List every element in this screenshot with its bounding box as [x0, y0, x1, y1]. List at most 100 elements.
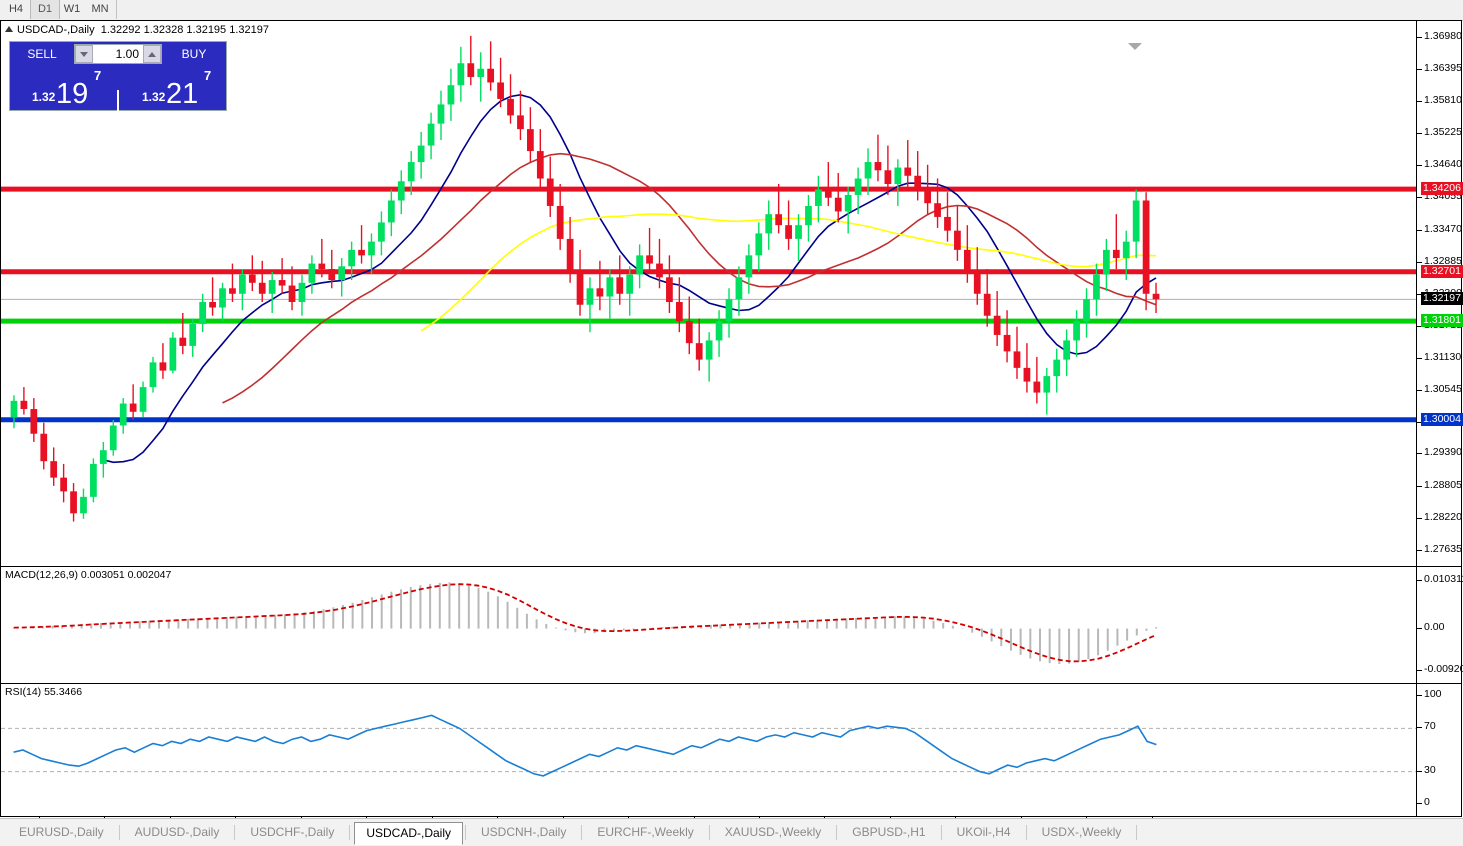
chevron-up-icon[interactable]: [143, 45, 161, 63]
tab-separator: [349, 825, 351, 840]
rsi-svg: [1, 714, 1416, 777]
chart-tab-xauusd[interactable]: XAUUSD-,Weekly: [724, 825, 822, 839]
macd-svg: [12, 582, 1158, 665]
price-level-chip-resistance[interactable]: 1.32701: [1421, 264, 1463, 278]
price-level-chip-support[interactable]: 1.31801: [1421, 314, 1463, 328]
rsi-pane[interactable]: RSI(14) 55.3466: [1, 683, 1416, 816]
price-tick: [1417, 293, 1422, 295]
ohlc-high: 1.32328: [143, 24, 184, 36]
buy-price[interactable]: 1.32 21 7: [120, 66, 226, 110]
chevron-down-icon[interactable]: [75, 45, 93, 63]
rsi-label: RSI(14) 55.3466: [5, 686, 83, 698]
rsi-tick-label: 30: [1424, 763, 1436, 776]
price-tick: [1417, 69, 1422, 71]
ohlc-low: 1.32195: [186, 24, 227, 36]
chart-tab-eurchf[interactable]: EURCHF-,Weekly: [597, 825, 694, 839]
occ-divider: [117, 90, 119, 134]
buy-button[interactable]: BUY: [166, 44, 222, 64]
price-tick-label: 1.29390: [1424, 446, 1462, 459]
axis-divider: [1417, 683, 1462, 684]
price-tick: [1417, 422, 1422, 424]
price-level-chip-resistance[interactable]: 1.34206: [1421, 182, 1463, 196]
price-tick: [1417, 229, 1422, 231]
buy-price-fraction: 7: [204, 68, 212, 83]
timeframe-w1[interactable]: W1: [63, 3, 81, 15]
price-axis[interactable]: 1.36980 1.36395 1.35810 1.35225 1.34640 1.340…: [1416, 21, 1463, 817]
chart-quote-header: USDCAD-,Daily 1.32292 1.32328 1.32195 1.…: [5, 24, 269, 36]
macd-tick: [1417, 580, 1422, 581]
rsi-tick: [1417, 727, 1422, 729]
price-tick: [1417, 101, 1422, 103]
price-tick: [1417, 390, 1422, 392]
chart-tab-audusd[interactable]: AUDUSD-,Daily: [134, 825, 220, 839]
chart-symbol-label: USDCAD-,Daily: [17, 24, 95, 36]
rsi-tick-label: 100: [1424, 688, 1442, 700]
tab-separator: [465, 825, 467, 840]
price-tick: [1417, 453, 1422, 455]
axis-divider: [1417, 566, 1462, 567]
price-tick-label: 1.28220: [1424, 510, 1462, 523]
price-tick-label: 1.28805: [1424, 478, 1462, 491]
price-tick: [1417, 165, 1422, 167]
sell-button[interactable]: SELL: [14, 44, 70, 64]
buy-price-prefix: 1.32: [142, 90, 166, 104]
macd-tick-label: 0.010311: [1424, 573, 1463, 585]
price-tick-label: 1.33470: [1424, 222, 1462, 235]
chart-tab-usdcnh[interactable]: USDCNH-,Daily: [481, 825, 567, 839]
ohlc-close: 1.32197: [229, 24, 269, 36]
one-click-trading-panel[interactable]: SELL 1.00 BUY 1.32 19 7 1.32 21: [9, 41, 227, 134]
price-tick-label: 1.31130: [1424, 350, 1462, 363]
rsi-tick-label: 70: [1424, 720, 1436, 733]
price-tick: [1417, 36, 1422, 38]
tab-separator: [1025, 825, 1027, 840]
chevron-down-icon[interactable]: [1128, 43, 1142, 50]
rsi-tick-label: 0: [1424, 796, 1430, 808]
tab-separator: [118, 825, 120, 840]
price-tick-label: 1.34640: [1424, 158, 1462, 171]
sell-price[interactable]: 1.32 19 7: [10, 66, 116, 110]
timeframe-bar: H4 D1 W1 MN: [0, 0, 1463, 21]
axis-divider: [1417, 816, 1462, 817]
timeframe-d1[interactable]: D1: [30, 0, 60, 19]
timeframe-h4[interactable]: H4: [8, 3, 24, 15]
price-tick: [1417, 325, 1422, 327]
price-level-chip-support[interactable]: 1.30004: [1421, 412, 1463, 426]
chart-tab-eurusd[interactable]: EURUSD-,Daily: [18, 825, 104, 839]
macd-tick-label: -0.009203: [1424, 663, 1463, 675]
occ-price-row: 1.32 19 7 1.32 21 7: [10, 66, 226, 134]
chart-tab-ukoil[interactable]: UKOil-,H4: [956, 825, 1011, 839]
buy-price-main: 21: [166, 78, 199, 110]
price-tick-label: 1.34055: [1424, 190, 1462, 203]
price-chart-svg: [1, 35, 1416, 522]
macd-tick-label: 0.00: [1424, 620, 1445, 633]
macd-label: MACD(12,26,9) 0.003051 0.002047: [5, 569, 172, 581]
price-tick: [1417, 357, 1422, 359]
price-tick-label: 1.36980: [1424, 29, 1462, 42]
tab-separator: [708, 825, 710, 840]
toolbar-separator: [116, 0, 118, 19]
macd-tick: [1417, 627, 1422, 629]
chart-frame[interactable]: USDCAD-,Daily 1.32292 1.32328 1.32195 1.…: [0, 20, 1463, 838]
sell-price-prefix: 1.32: [32, 90, 56, 104]
triangle-up-icon[interactable]: [5, 26, 13, 32]
volume-value[interactable]: 1.00: [115, 47, 139, 61]
price-tick: [1417, 517, 1422, 519]
price-tick-label: 1.32885: [1424, 254, 1462, 267]
sell-price-main: 19: [56, 78, 89, 110]
price-tick: [1417, 133, 1422, 135]
chart-tab-usdx[interactable]: USDX-,Weekly: [1041, 825, 1122, 839]
chart-tab-usdcad[interactable]: USDCAD-,Daily: [354, 822, 464, 845]
price-tick: [1417, 485, 1422, 487]
macd-tick: [1417, 670, 1422, 671]
sell-price-fraction: 7: [94, 68, 102, 83]
macd-pane[interactable]: MACD(12,26,9) 0.003051 0.002047: [1, 566, 1416, 683]
chart-tab-gbpusd[interactable]: GBPUSD-,H1: [852, 825, 926, 839]
volume-stepper[interactable]: 1.00: [74, 44, 162, 64]
tab-separator: [836, 825, 838, 840]
timeframe-mn[interactable]: MN: [91, 3, 109, 15]
price-chart-plot[interactable]: [1, 21, 1416, 566]
tab-separator: [1136, 825, 1138, 840]
price-tick-label: 1.27635: [1424, 542, 1462, 555]
chart-tab-usdchf[interactable]: USDCHF-,Daily: [250, 825, 335, 839]
price-level-chip-current[interactable]: 1.32197: [1421, 292, 1463, 306]
